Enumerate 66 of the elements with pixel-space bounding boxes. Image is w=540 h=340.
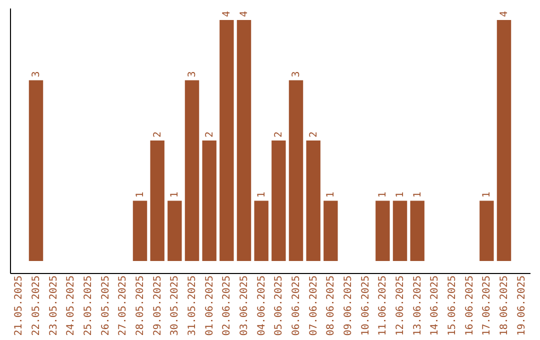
x-tick-label: 14.06.2025 (430, 276, 441, 336)
bar (410, 200, 424, 261)
x-tick-label: 22.05.2025 (31, 276, 42, 336)
x-tick-label: 10.06.2025 (360, 276, 372, 336)
x-tick-label: 03.06.2025 (239, 276, 250, 336)
data-label: 4 (239, 10, 250, 17)
bar (220, 20, 234, 261)
data-label: 1 (170, 192, 181, 198)
data-label: 2 (152, 131, 164, 138)
x-tick-label: 24.05.2025 (66, 276, 77, 336)
data-label: 1 (482, 192, 493, 198)
bar (254, 200, 268, 261)
bar (202, 140, 216, 261)
data-label: 1 (135, 192, 146, 198)
data-label: 3 (31, 71, 42, 78)
bar (376, 200, 390, 261)
data-label: 1 (326, 192, 337, 198)
x-tick-label: 01.06.2025 (204, 276, 216, 336)
x-tick-label: 28.05.2025 (135, 276, 146, 336)
x-tick-label: 09.06.2025 (343, 276, 354, 336)
bar (324, 200, 338, 261)
bar (184, 80, 200, 261)
x-tick-label: 12.06.2025 (395, 276, 406, 336)
x-tick-label: 11.06.2025 (378, 276, 389, 336)
x-tick-label: 17.06.2025 (482, 276, 493, 336)
x-tick-label: 02.06.2025 (222, 276, 233, 336)
x-tick-label: 05.06.2025 (274, 276, 285, 336)
x-tick-label: 07.06.2025 (308, 276, 320, 336)
x-tick-label: 31.05.2025 (187, 276, 198, 336)
x-tick-label: 18.06.2025 (499, 276, 510, 336)
bar (480, 200, 494, 261)
x-tick-label: 27.05.2025 (118, 276, 129, 336)
x-tick-label: 25.05.2025 (83, 276, 94, 336)
data-label: 4 (222, 10, 233, 17)
x-tick-label: 21.05.2025 (14, 276, 25, 336)
x-tick-label: 15.06.2025 (447, 276, 458, 336)
data-label: 2 (204, 131, 216, 138)
bar (236, 20, 252, 261)
x-tick-label: 06.06.2025 (291, 276, 302, 336)
bar (150, 140, 164, 261)
x-tick-label: 13.06.2025 (412, 276, 424, 336)
data-label: 1 (378, 192, 389, 198)
data-label: 3 (291, 71, 302, 78)
bar (28, 80, 44, 261)
data-label: 1 (412, 192, 424, 198)
data-label: 2 (308, 131, 320, 138)
bar (132, 200, 148, 261)
x-tick-label: 04.06.2025 (256, 276, 268, 336)
x-tick-label: 29.05.2025 (152, 276, 164, 336)
bar (288, 80, 304, 261)
bar (272, 140, 286, 261)
bar (496, 20, 512, 261)
x-tick-label: 16.06.2025 (464, 276, 476, 336)
x-tick-label: 26.05.2025 (100, 276, 112, 336)
bar (306, 140, 320, 261)
x-tick-label: 19.06.2025 (516, 276, 528, 336)
bar (392, 200, 408, 261)
data-label: 4 (499, 10, 510, 17)
bar (168, 200, 182, 261)
x-tick-label: 30.05.2025 (170, 276, 181, 336)
data-label: 1 (256, 192, 268, 198)
x-tick-label: 08.06.2025 (326, 276, 337, 336)
data-label: 1 (395, 192, 406, 198)
x-tick-label: 23.05.2025 (48, 276, 60, 336)
data-label: 3 (187, 71, 198, 78)
data-label: 2 (274, 131, 285, 138)
